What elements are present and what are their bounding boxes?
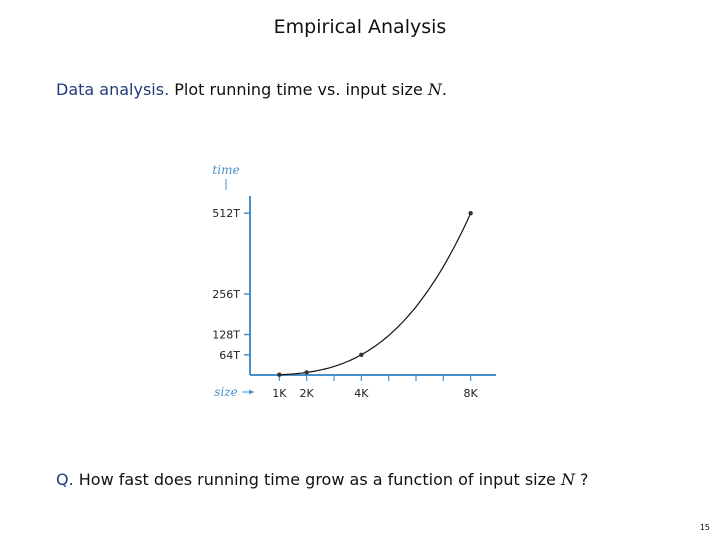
- question-end: ?: [574, 470, 589, 489]
- intro-text: Plot running time vs. input size: [169, 80, 428, 99]
- question-variable: N: [560, 470, 575, 489]
- intro-variable: N: [427, 80, 442, 99]
- x-axis-label-arrowhead: [249, 389, 254, 395]
- data-point: [468, 210, 473, 216]
- data-point: [304, 370, 309, 375]
- y-tick-label: 128T: [212, 329, 240, 342]
- x-tick-label: 2K: [300, 387, 315, 400]
- data-point: [359, 352, 364, 357]
- intro-line: Data analysis. Plot running time vs. inp…: [56, 80, 447, 99]
- slide-title: Empirical Analysis: [273, 16, 447, 38]
- intro-label: Data analysis.: [56, 80, 170, 99]
- x-axis-label: size: [214, 385, 237, 399]
- y-tick-label: 256T: [212, 288, 240, 301]
- x-tick-label: 4K: [354, 387, 369, 400]
- series-line: [279, 212, 472, 376]
- question-line: Q. How fast does running time grow as a …: [56, 470, 589, 489]
- question-label: Q.: [56, 470, 74, 489]
- x-tick-label: 8K: [464, 387, 479, 400]
- y-axis-label: time: [212, 163, 239, 177]
- data-point: [277, 372, 282, 377]
- page-number: 15: [699, 523, 710, 532]
- intro-end: .: [441, 80, 447, 99]
- y-tick-label: 512T: [212, 207, 240, 220]
- question-text: How fast does running time grow as a fun…: [73, 470, 561, 489]
- y-tick-label: 64T: [219, 349, 240, 362]
- x-tick-label: 1K: [272, 387, 287, 400]
